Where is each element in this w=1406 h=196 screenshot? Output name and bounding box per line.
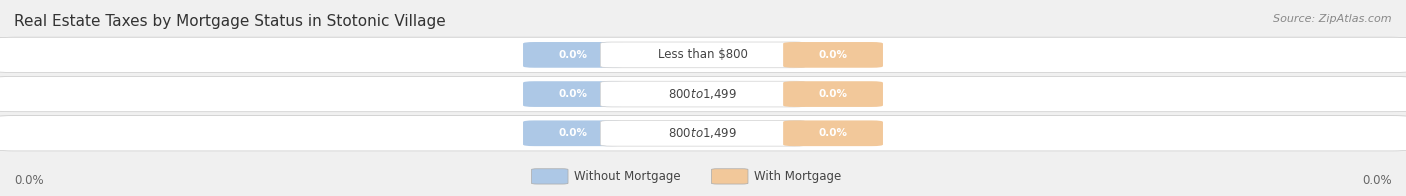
Text: $800 to $1,499: $800 to $1,499: [668, 87, 738, 101]
Text: $800 to $1,499: $800 to $1,499: [668, 126, 738, 140]
FancyBboxPatch shape: [0, 116, 1406, 151]
FancyBboxPatch shape: [783, 42, 883, 68]
Text: 0.0%: 0.0%: [558, 128, 588, 138]
FancyBboxPatch shape: [711, 169, 748, 184]
FancyBboxPatch shape: [0, 76, 1406, 111]
Text: 0.0%: 0.0%: [558, 89, 588, 99]
Text: 0.0%: 0.0%: [558, 50, 588, 60]
FancyBboxPatch shape: [783, 81, 883, 107]
Text: Real Estate Taxes by Mortgage Status in Stotonic Village: Real Estate Taxes by Mortgage Status in …: [14, 14, 446, 29]
FancyBboxPatch shape: [783, 120, 883, 146]
FancyBboxPatch shape: [523, 120, 623, 146]
Text: 0.0%: 0.0%: [14, 174, 44, 187]
FancyBboxPatch shape: [0, 37, 1406, 73]
FancyBboxPatch shape: [600, 120, 806, 146]
FancyBboxPatch shape: [523, 81, 623, 107]
FancyBboxPatch shape: [0, 115, 1406, 151]
FancyBboxPatch shape: [0, 76, 1406, 112]
Text: 0.0%: 0.0%: [818, 89, 848, 99]
Text: 0.0%: 0.0%: [1362, 174, 1392, 187]
FancyBboxPatch shape: [531, 169, 568, 184]
Text: 0.0%: 0.0%: [818, 50, 848, 60]
Text: Without Mortgage: Without Mortgage: [574, 170, 681, 183]
Text: 0.0%: 0.0%: [818, 128, 848, 138]
Text: Source: ZipAtlas.com: Source: ZipAtlas.com: [1274, 14, 1392, 24]
Text: Less than $800: Less than $800: [658, 48, 748, 61]
FancyBboxPatch shape: [600, 81, 806, 107]
Text: With Mortgage: With Mortgage: [754, 170, 841, 183]
FancyBboxPatch shape: [523, 42, 623, 68]
FancyBboxPatch shape: [0, 37, 1406, 72]
FancyBboxPatch shape: [600, 42, 806, 68]
